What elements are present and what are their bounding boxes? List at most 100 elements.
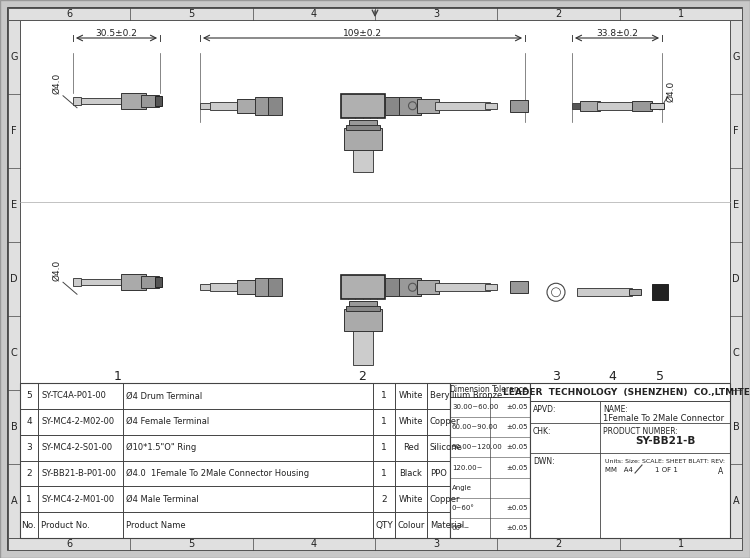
Text: 1Female To 2Male Connector: 1Female To 2Male Connector: [603, 414, 724, 423]
Bar: [652, 284, 668, 300]
Text: Ø4 Male Terminal: Ø4 Male Terminal: [126, 495, 199, 504]
Text: F: F: [734, 126, 739, 136]
Text: Dimension: Dimension: [450, 386, 491, 395]
Text: 2: 2: [26, 469, 32, 478]
Text: Angle: Angle: [452, 485, 472, 490]
Text: D: D: [732, 274, 740, 284]
Bar: [20, 383, 450, 538]
Text: PPO: PPO: [430, 469, 447, 478]
Text: 1: 1: [26, 495, 32, 504]
Text: Copper: Copper: [430, 495, 460, 504]
Text: Red: Red: [403, 443, 419, 452]
Text: Ø4.0: Ø4.0: [53, 73, 62, 94]
Bar: [255, 97, 273, 115]
Bar: [349, 120, 376, 140]
Bar: [237, 280, 259, 294]
Text: B: B: [733, 422, 740, 432]
Bar: [416, 280, 439, 294]
Text: 3: 3: [26, 443, 32, 452]
Text: 109±0.2: 109±0.2: [343, 28, 382, 37]
Text: C: C: [733, 348, 740, 358]
Bar: [121, 93, 146, 109]
Text: Ø4 Female Terminal: Ø4 Female Terminal: [126, 417, 209, 426]
Bar: [340, 94, 385, 118]
Text: 5: 5: [188, 9, 195, 19]
Bar: [385, 278, 403, 296]
Bar: [484, 284, 496, 290]
Bar: [346, 125, 380, 130]
Bar: [141, 95, 159, 107]
Text: QTY: QTY: [375, 521, 393, 530]
Bar: [434, 102, 490, 110]
Bar: [237, 99, 259, 113]
Bar: [650, 103, 664, 109]
Bar: [484, 103, 496, 109]
Bar: [81, 98, 126, 104]
Bar: [349, 301, 376, 321]
Text: 0~60°: 0~60°: [452, 505, 475, 511]
Text: White: White: [399, 391, 423, 401]
Text: SY-BB21-B: SY-BB21-B: [634, 436, 695, 446]
Text: ±0.05: ±0.05: [506, 464, 528, 470]
Bar: [8, 8, 742, 20]
Text: 3: 3: [552, 371, 560, 383]
Text: MM   A4: MM A4: [605, 467, 633, 473]
Bar: [510, 100, 528, 112]
Text: Ø10*1.5"O" Ring: Ø10*1.5"O" Ring: [126, 443, 196, 452]
Bar: [8, 538, 742, 550]
Text: 6: 6: [66, 9, 72, 19]
Text: Material: Material: [430, 521, 464, 530]
Bar: [385, 97, 403, 115]
Text: 1: 1: [381, 417, 387, 426]
Text: A: A: [733, 496, 740, 506]
Bar: [510, 281, 528, 294]
Bar: [340, 275, 385, 299]
Text: G: G: [10, 52, 18, 62]
Text: SY-MC4-2-M01-00: SY-MC4-2-M01-00: [41, 495, 114, 504]
Bar: [352, 319, 373, 365]
Text: PRODUCT NUMBER:: PRODUCT NUMBER:: [603, 427, 678, 436]
Text: Units: Size: SCALE: SHEET BLATT: REV:: Units: Size: SCALE: SHEET BLATT: REV:: [605, 459, 725, 464]
Text: 5: 5: [26, 391, 32, 401]
Text: NAME:: NAME:: [603, 405, 628, 414]
Bar: [210, 102, 240, 110]
Text: 60°~: 60°~: [452, 525, 470, 531]
Text: Product Name: Product Name: [126, 521, 186, 530]
Text: Tolerance: Tolerance: [492, 386, 528, 395]
Bar: [20, 20, 730, 383]
Text: 2: 2: [555, 9, 562, 19]
Text: 1: 1: [381, 391, 387, 401]
Text: G: G: [732, 52, 740, 62]
Text: 1: 1: [381, 469, 387, 478]
Text: SY-BB21-B-P01-00: SY-BB21-B-P01-00: [41, 469, 116, 478]
Bar: [352, 138, 373, 171]
Bar: [577, 288, 632, 296]
Text: 2: 2: [358, 371, 367, 383]
Text: ±0.05: ±0.05: [506, 404, 528, 410]
Bar: [398, 97, 421, 115]
Text: E: E: [11, 200, 17, 210]
Bar: [81, 279, 126, 285]
Text: 1 OF 1: 1 OF 1: [655, 467, 678, 473]
Text: Copper: Copper: [430, 417, 460, 426]
Text: 4: 4: [310, 539, 317, 549]
Text: 5: 5: [188, 539, 195, 549]
Bar: [210, 283, 240, 291]
Text: 4: 4: [310, 9, 317, 19]
Text: 30.5±0.2: 30.5±0.2: [95, 28, 137, 37]
Text: LEADER  TECHNOLOGY  (SHENZHEN)  CO.,LTMITED: LEADER TECHNOLOGY (SHENZHEN) CO.,LTMITED: [503, 387, 750, 397]
Text: White: White: [399, 495, 423, 504]
Text: A: A: [718, 467, 723, 476]
Text: CHK:: CHK:: [533, 427, 551, 436]
Text: ±0.05: ±0.05: [506, 525, 528, 531]
Text: ±0.05: ±0.05: [506, 505, 528, 511]
Text: 1: 1: [678, 539, 684, 549]
Text: Beryllium Bronze: Beryllium Bronze: [430, 391, 502, 401]
Text: 2: 2: [381, 495, 387, 504]
Bar: [730, 20, 742, 538]
Bar: [155, 277, 162, 287]
Bar: [580, 101, 600, 110]
Text: 120.00~: 120.00~: [452, 464, 482, 470]
Bar: [200, 103, 212, 109]
Bar: [200, 284, 212, 290]
